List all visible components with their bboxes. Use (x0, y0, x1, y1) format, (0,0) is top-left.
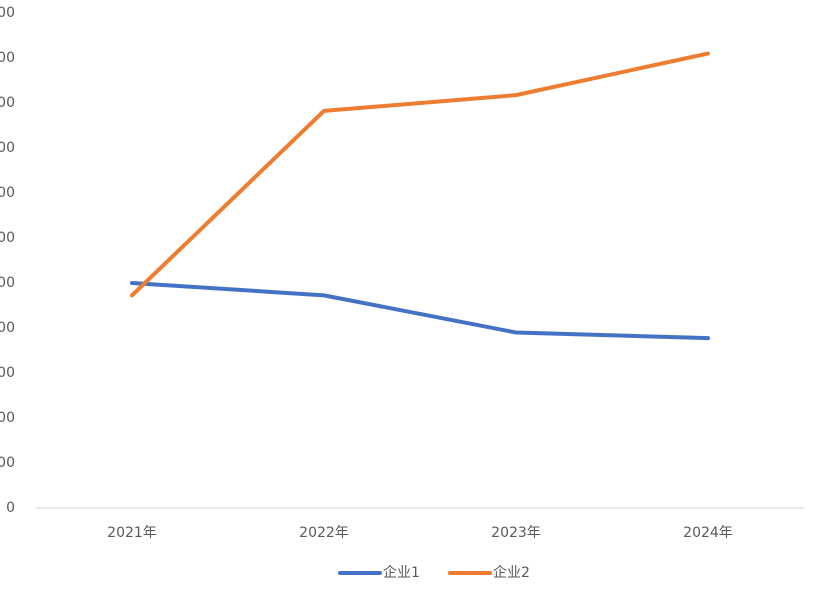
legend-label: 企业2 (493, 564, 530, 581)
y-tick-label: 1400 (0, 185, 15, 201)
x-tick-label: 2024年 (683, 525, 733, 541)
x-tick-label: 2021年 (107, 525, 157, 541)
y-tick-label: 1600 (0, 140, 15, 156)
y-tick-label: 400 (0, 410, 15, 426)
y-tick-label: 1800 (0, 95, 15, 111)
y-tick-label: 800 (0, 320, 15, 336)
y-tick-label: 2200 (0, 5, 15, 21)
y-tick-label: 1000 (0, 275, 15, 291)
line-series (130, 51, 710, 298)
legend-label: 企业1 (383, 564, 420, 581)
y-tick-label: 600 (0, 365, 15, 381)
line-series (130, 281, 710, 341)
y-tick-label: 200 (0, 455, 15, 471)
y-tick-label: 1200 (0, 230, 15, 246)
y-tick-label: 2000 (0, 50, 15, 66)
x-tick-label: 2022年 (299, 525, 349, 541)
y-tick-label: 0 (6, 500, 15, 516)
x-tick-label: 2023年 (491, 525, 541, 541)
